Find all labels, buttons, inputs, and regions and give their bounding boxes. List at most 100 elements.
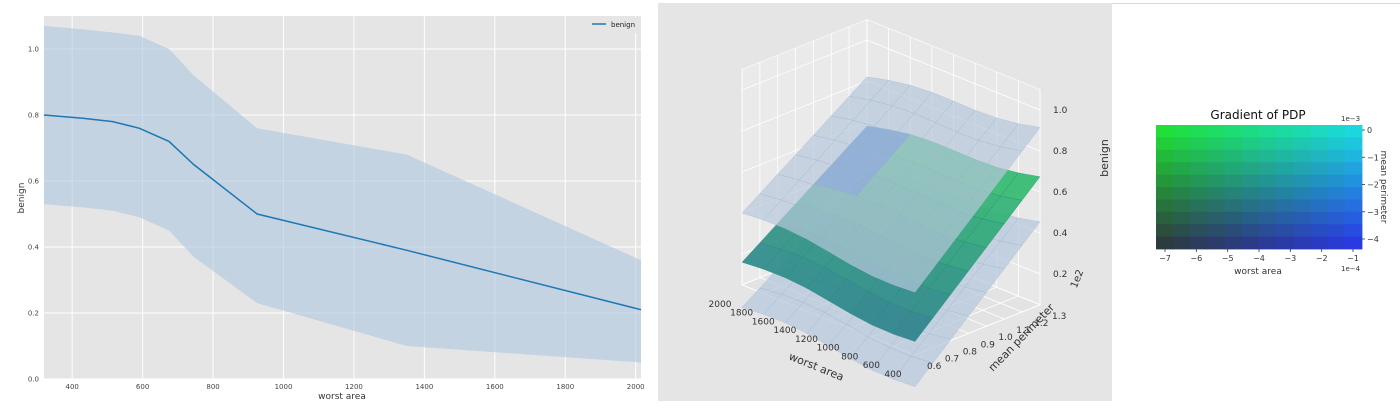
surface-patch xyxy=(1000,123,1041,152)
y-tick-label: −1 xyxy=(1367,153,1379,162)
y-tick-label: 0 xyxy=(1367,126,1372,135)
x-tick-label-3d: 600 xyxy=(863,361,880,371)
heatmap-cell xyxy=(1293,149,1311,163)
heatmap-cell xyxy=(1224,187,1243,200)
heatmap-cell xyxy=(1259,125,1277,138)
heatmap-cell xyxy=(1241,149,1260,163)
x-tick-label: 1000 xyxy=(275,383,293,391)
y-tick-label: 0.8 xyxy=(28,112,39,120)
heatmap-cell xyxy=(1224,211,1243,225)
heatmap-cells xyxy=(1156,125,1363,250)
surface-patch xyxy=(1000,172,1041,201)
y-tick-label: −3 xyxy=(1367,208,1379,217)
heatmap-cell xyxy=(1344,236,1363,250)
heatmap-cell xyxy=(1241,125,1260,138)
x-tick-label: −7 xyxy=(1159,254,1171,263)
heatmap-cell xyxy=(1173,211,1191,225)
heatmap-y-ticks: 0 −1 −2 −3 −4 xyxy=(1362,126,1379,244)
heatmap-cell xyxy=(1276,125,1294,138)
x-tick-label-3d: 400 xyxy=(884,370,901,380)
heatmap-cell xyxy=(1276,224,1294,237)
heatmap-cell xyxy=(1156,211,1174,225)
y-axis-label: benign xyxy=(17,183,27,214)
x-tick-label: 1200 xyxy=(345,383,363,391)
heatmap-cell xyxy=(1173,199,1191,213)
heatmap-cell xyxy=(1241,187,1260,200)
heatmap-cell xyxy=(1207,162,1226,175)
heatmap-cell xyxy=(1190,162,1208,175)
heatmap-cell xyxy=(1207,149,1226,163)
top-divider-line xyxy=(1112,3,1400,4)
heatmap-cell xyxy=(1190,137,1208,151)
heatmap-cell xyxy=(1156,224,1174,237)
heatmap-cell xyxy=(1156,199,1174,213)
heatmap-cell xyxy=(1224,162,1243,175)
z-tick-labels-3d: 0.2 0.4 0.6 0.8 1.0 xyxy=(1053,106,1068,280)
heatmap-cell xyxy=(1190,125,1208,138)
x-tick-label: −1 xyxy=(1347,254,1359,263)
heatmap-cell xyxy=(1344,162,1363,175)
y-tick-label-3d: 0.9 xyxy=(981,340,996,350)
heatmap-x-label: worst area xyxy=(1234,267,1282,277)
y-tick-label-3d: 0.8 xyxy=(963,347,978,357)
y-tick-label: 1.0 xyxy=(28,46,39,54)
heatmap-cell xyxy=(1310,187,1329,200)
z-tick-label-3d: 1.0 xyxy=(1053,106,1068,116)
heatmap-cell xyxy=(1259,137,1277,151)
z-tick-label-3d: 0.6 xyxy=(1053,188,1068,198)
heatmap-y-offset: 1e−3 xyxy=(1341,115,1360,123)
heatmap-cell xyxy=(1190,174,1208,188)
legend-box xyxy=(587,17,639,33)
heatmap-cell xyxy=(1327,236,1346,250)
heatmap-cell xyxy=(1293,137,1311,151)
x-tick-label: 1400 xyxy=(415,383,433,391)
heatmap-cell xyxy=(1173,162,1191,175)
heatmap-cell xyxy=(1241,137,1260,151)
heatmap-cell xyxy=(1344,187,1363,200)
heatmap-cell xyxy=(1207,174,1226,188)
x-tick-label: −6 xyxy=(1190,254,1202,263)
heatmap-cell xyxy=(1173,137,1191,151)
heatmap-cell xyxy=(1344,224,1363,237)
heatmap-cell xyxy=(1276,162,1294,175)
heatmap-cell xyxy=(1327,211,1346,225)
x-tick-label: 2000 xyxy=(627,383,645,391)
y-tick-label-3d: 1.3 xyxy=(1052,312,1066,322)
heatmap-x-ticks: −7 −6 −5 −4 −3 −2 −1 xyxy=(1159,249,1359,263)
mean-line xyxy=(43,114,642,311)
y-tick-label: −2 xyxy=(1367,181,1379,190)
heatmap-cell xyxy=(1327,125,1346,138)
x-tick-label-3d: 2000 xyxy=(709,300,732,310)
heatmap-cell xyxy=(1293,174,1311,188)
y-tick-labels: 0.0 0.2 0.4 0.6 0.8 1.0 xyxy=(28,46,40,384)
heatmap-cell xyxy=(1156,137,1174,151)
heatmap-cell xyxy=(1224,199,1243,213)
y-tick-label: 0.4 xyxy=(28,244,40,252)
heatmap-cell xyxy=(1207,199,1226,213)
heatmap-cell xyxy=(1259,224,1277,237)
y-tick-label-3d: 0.6 xyxy=(927,362,942,372)
z-tick-label-3d: 0.2 xyxy=(1053,270,1067,280)
pdp-line-chart: 400 600 800 1000 1200 1400 1600 1800 2000 0.0 0.2… xyxy=(17,16,645,402)
gradient-heatmap: Gradient of PDP −7 −6 −5 −4 −3 −2 −1 0 −1 −2 −3 −4… xyxy=(1156,108,1388,277)
upper-bound-surface xyxy=(741,76,1041,293)
heatmap-cell xyxy=(1207,187,1226,200)
heatmap-cell xyxy=(1259,236,1277,250)
heatmap-cell xyxy=(1190,199,1208,213)
y-tick-label-3d: 1.1 xyxy=(1016,326,1030,336)
heatmap-cell xyxy=(1293,125,1311,138)
heatmap-cell xyxy=(1156,236,1174,250)
heatmap-cell xyxy=(1276,199,1294,213)
heatmap-cell xyxy=(1207,137,1226,151)
heatmap-cell xyxy=(1344,149,1363,163)
heatmap-cell xyxy=(1224,174,1243,188)
x-tick-label: 400 xyxy=(65,383,78,391)
heatmap-cell xyxy=(1259,199,1277,213)
heatmap-cell xyxy=(1241,162,1260,175)
legend: benign xyxy=(587,17,639,33)
heatmap-cell xyxy=(1310,125,1329,138)
heatmap-cell xyxy=(1327,187,1346,200)
